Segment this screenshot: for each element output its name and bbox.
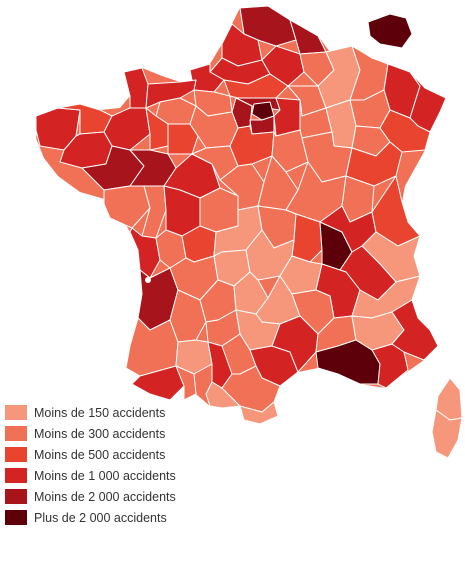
legend-item: Plus de 2 000 accidents: [5, 507, 205, 528]
map-legend: Moins de 150 accidents Moins de 300 acci…: [5, 402, 205, 528]
dept-bas-rhin-dark: [367, 13, 413, 49]
dept-aude: [221, 365, 281, 413]
dept-pyrenees-orientales: [239, 401, 279, 425]
legend-swatch: [5, 447, 27, 462]
dept-seine-et-marne: [273, 97, 301, 137]
dept-calvados: [145, 79, 197, 109]
legend-label: Plus de 2 000 accidents: [34, 510, 167, 525]
dept-territoire: [379, 109, 431, 153]
legend-label: Moins de 2 000 accidents: [34, 489, 176, 504]
departments: [35, 5, 447, 425]
dept-gard: [271, 315, 319, 373]
dept-hautes-pyrenees: [175, 365, 197, 401]
dept-loire: [291, 213, 323, 263]
legend-item: Moins de 1 000 accidents: [5, 465, 205, 486]
legend-item: Moins de 2 000 accidents: [5, 486, 205, 507]
legend-swatch: [5, 426, 27, 441]
legend-swatch: [5, 489, 27, 504]
dept-oise: [223, 73, 289, 101]
legend-swatch: [5, 405, 27, 420]
dept-corse-sud: [431, 409, 463, 459]
legend-label: Moins de 500 accidents: [34, 447, 166, 462]
legend-label: Moins de 150 accidents: [34, 405, 166, 420]
legend-swatch: [5, 468, 27, 483]
legend-swatch: [5, 510, 27, 525]
legend-label: Moins de 1 000 accidents: [34, 468, 176, 483]
dept-alpes-maritimes: [391, 299, 439, 361]
dept-indre: [199, 187, 239, 233]
legend-item: Moins de 150 accidents: [5, 402, 205, 423]
gironde-estuary-mark: [145, 277, 151, 283]
legend-item: Moins de 300 accidents: [5, 423, 205, 444]
legend-item: Moins de 500 accidents: [5, 444, 205, 465]
dept-vendee: [103, 185, 151, 229]
legend-label: Moins de 300 accidents: [34, 426, 166, 441]
